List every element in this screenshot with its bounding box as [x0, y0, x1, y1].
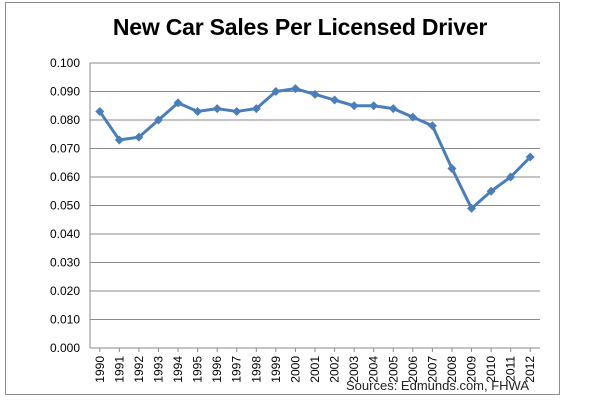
data-point — [251, 104, 261, 114]
x-tick-label: 1994 — [171, 356, 185, 383]
gridlines — [89, 62, 540, 349]
data-point — [467, 203, 477, 213]
y-tick-label: 0.100 — [50, 56, 80, 70]
x-tick-label: 2000 — [288, 356, 302, 383]
data-point — [114, 135, 124, 145]
data-point — [290, 84, 300, 94]
data-point — [447, 163, 457, 173]
y-tick-label: 0.020 — [50, 284, 80, 298]
y-axis-ticks: 0.000 0.010 0.020 0.030 0.040 0.050 0.060 0.070… — [50, 56, 80, 355]
data-point — [427, 121, 437, 131]
x-tick-label: 1997 — [230, 356, 244, 383]
data-point — [173, 98, 183, 108]
y-tick-label: 0.080 — [50, 113, 80, 127]
data-point — [232, 106, 242, 116]
data-point — [525, 152, 535, 162]
x-tick-label: 1992 — [132, 356, 146, 383]
x-axis-ticks: 1990 1991 1992 1993 1994 1995 1996 1997 1998 1999… — [93, 348, 537, 383]
x-tick-label: 2006 — [406, 356, 420, 383]
y-tick-label: 0.060 — [50, 170, 80, 184]
y-tick-label: 0.010 — [50, 313, 80, 327]
data-point — [193, 106, 203, 116]
data-point — [153, 115, 163, 125]
x-tick-label: 2009 — [465, 356, 479, 383]
x-tick-label: 2010 — [484, 356, 498, 383]
x-tick-label: 2003 — [347, 356, 361, 383]
x-tick-label: 2012 — [523, 356, 537, 383]
data-point — [388, 104, 398, 114]
data-point — [349, 101, 359, 111]
x-tick-label: 2001 — [308, 356, 322, 383]
data-point — [486, 186, 496, 196]
x-tick-label: 1995 — [191, 356, 205, 383]
data-point — [506, 172, 516, 182]
x-tick-label: 2007 — [425, 356, 439, 383]
x-tick-label: 2011 — [504, 356, 518, 382]
x-tick-label: 1998 — [249, 356, 263, 383]
x-tick-label: 2004 — [367, 356, 381, 383]
data-point — [310, 89, 320, 99]
x-tick-label: 1999 — [269, 356, 283, 383]
data-point — [95, 106, 105, 116]
data-point — [408, 112, 418, 122]
data-point — [330, 95, 340, 105]
x-tick-label: 2005 — [386, 356, 400, 383]
data-point — [369, 101, 379, 111]
x-tick-label: 1996 — [210, 356, 224, 383]
data-point — [212, 104, 222, 114]
x-tick-label: 1993 — [151, 356, 165, 383]
y-tick-label: 0.000 — [50, 341, 80, 355]
y-tick-label: 0.070 — [50, 142, 80, 156]
x-tick-label: 2002 — [328, 356, 342, 383]
data-point — [271, 87, 281, 96]
y-tick-label: 0.090 — [50, 85, 80, 99]
x-tick-label: 2008 — [445, 356, 459, 383]
series-group — [95, 84, 535, 213]
data-point — [134, 132, 144, 142]
chart-title: New Car Sales Per Licensed Driver — [112, 14, 488, 40]
x-tick-label: 1990 — [93, 356, 107, 383]
y-tick-label: 0.050 — [50, 199, 80, 213]
x-tick-label: 1991 — [112, 356, 126, 383]
y-tick-label: 0.040 — [50, 227, 80, 241]
y-tick-label: 0.030 — [50, 256, 80, 270]
source-note: Sources: Edmunds.com, FHWA — [346, 378, 530, 393]
